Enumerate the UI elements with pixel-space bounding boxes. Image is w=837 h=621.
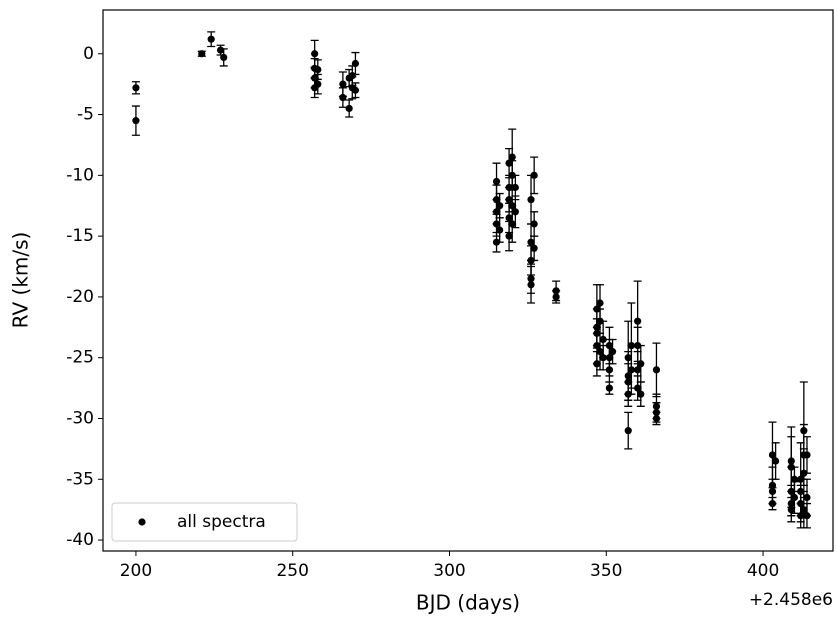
legend-box	[111, 502, 298, 542]
data-point	[608, 348, 617, 356]
data-point	[351, 59, 360, 68]
y-tick-label: -30	[66, 408, 94, 428]
data-point	[768, 487, 777, 496]
data-point	[505, 232, 513, 240]
y-tick-label: 0	[83, 44, 94, 64]
data-point	[496, 202, 504, 210]
y-tick-label: -5	[77, 105, 94, 125]
data-point	[314, 65, 322, 74]
data-point	[492, 177, 501, 186]
data-point	[511, 183, 519, 192]
y-tick-label: -40	[66, 530, 94, 550]
x-offset-text: +2.458e6	[749, 590, 833, 610]
data-point	[803, 451, 811, 459]
data-point	[800, 506, 808, 514]
data-point	[596, 348, 604, 356]
data-point	[198, 50, 206, 58]
data-point	[339, 80, 347, 88]
data-point	[508, 153, 516, 161]
data-point	[790, 475, 799, 483]
x-tick-label: 200	[120, 561, 152, 581]
data-point	[634, 384, 642, 392]
y-tick-label: -20	[66, 287, 94, 307]
data-point	[605, 384, 614, 392]
data-point	[637, 390, 645, 398]
data-point	[624, 427, 632, 435]
data-point	[508, 202, 516, 210]
data-point	[339, 93, 347, 102]
data-point	[527, 196, 535, 204]
data-point	[772, 457, 780, 465]
data-point	[634, 366, 642, 374]
y-tick-label: -25	[66, 348, 94, 368]
y-axis-label: RV (km/s)	[9, 232, 33, 329]
data-point	[530, 244, 538, 252]
data-point	[132, 117, 140, 125]
x-tick-label: 250	[276, 561, 308, 581]
data-point	[652, 408, 661, 417]
data-point	[311, 50, 319, 58]
plot-frame	[102, 9, 834, 552]
y-tick-label: -10	[66, 165, 94, 185]
data-point	[599, 354, 607, 362]
data-point	[637, 360, 645, 368]
data-point	[797, 512, 805, 520]
data-point	[207, 35, 215, 43]
x-tick-label: 400	[747, 561, 779, 581]
data-point	[596, 299, 604, 307]
data-point	[132, 84, 140, 92]
data-point	[768, 451, 777, 459]
data-point	[220, 53, 228, 62]
data-point	[627, 366, 635, 374]
data-point	[634, 317, 642, 325]
y-tick-label: -35	[66, 469, 94, 489]
data-point	[790, 493, 799, 502]
data-point	[803, 493, 811, 502]
data-point	[552, 293, 560, 301]
y-tick-label: -15	[66, 226, 94, 246]
data-point	[351, 86, 360, 94]
data-point	[530, 220, 538, 228]
data-point	[593, 360, 601, 368]
data-point	[492, 220, 501, 228]
data-point	[527, 275, 535, 283]
data-point	[530, 171, 538, 179]
data-point	[345, 104, 353, 113]
x-tick-label: 350	[590, 561, 622, 581]
legend-label: all spectra	[177, 512, 266, 532]
x-axis-label: BJD (days)	[416, 591, 520, 615]
data-point	[787, 457, 795, 465]
legend-marker	[138, 518, 146, 526]
data-point	[605, 366, 614, 374]
data-point	[511, 208, 519, 216]
data-point	[803, 512, 811, 520]
data-point	[624, 372, 632, 380]
x-tick-label: 300	[433, 561, 465, 581]
data-point	[505, 214, 513, 222]
data-point	[652, 366, 661, 374]
data-point	[599, 335, 607, 344]
data-point	[787, 506, 795, 514]
data-point	[505, 196, 513, 204]
data-point	[527, 238, 535, 246]
data-point	[314, 80, 322, 88]
data-point	[496, 226, 504, 234]
